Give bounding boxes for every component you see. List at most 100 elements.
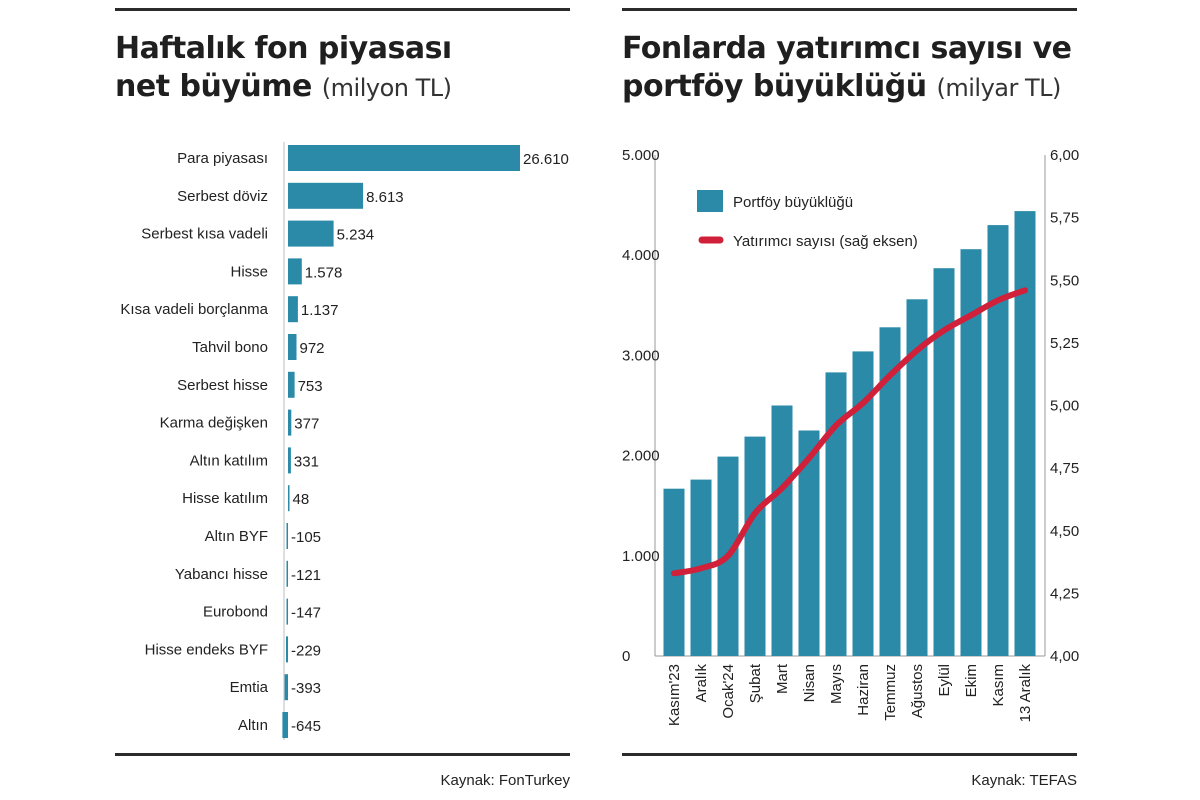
right-title-unit: (milyar TL) bbox=[936, 74, 1062, 102]
left-value-label: 331 bbox=[294, 453, 319, 470]
right-title-line1: Fonlarda yatırımcı sayısı ve bbox=[622, 31, 1072, 66]
left-top-rule bbox=[115, 8, 570, 11]
right-right-tick-label: 5,50 bbox=[1050, 272, 1079, 289]
right-right-tick-label: 4,50 bbox=[1050, 523, 1079, 540]
left-title-line2: net büyüme bbox=[115, 69, 312, 104]
left-value-label: -147 bbox=[291, 605, 321, 622]
left-value-label: 48 bbox=[293, 491, 310, 508]
left-category-label: Eurobond bbox=[203, 604, 268, 621]
left-category-label: Altın BYF bbox=[205, 528, 268, 545]
right-x-tick-label: Temmuz bbox=[882, 664, 899, 721]
right-bar bbox=[744, 436, 766, 656]
right-x-tick-label: Aralık bbox=[693, 664, 710, 703]
left-bottom-rule bbox=[115, 753, 570, 756]
right-left-tick-label: 3.000 bbox=[622, 347, 660, 364]
left-title-unit: (milyon TL) bbox=[321, 74, 452, 102]
left-value-label: -229 bbox=[291, 642, 321, 659]
right-right-tick-label: 5,00 bbox=[1050, 398, 1079, 415]
left-bar bbox=[286, 560, 288, 587]
left-category-label: Altın bbox=[238, 717, 268, 734]
left-value-label: 753 bbox=[298, 378, 323, 395]
left-value-label: 1.137 bbox=[301, 302, 339, 319]
legend-bar-label: Portföy büyüklüğü bbox=[733, 194, 853, 211]
right-bar bbox=[879, 327, 901, 656]
right-x-tick-label: Mart bbox=[774, 663, 791, 694]
right-left-tick-label: 5.000 bbox=[622, 147, 660, 164]
right-x-tick-label: Haziran bbox=[855, 664, 872, 716]
left-bar bbox=[282, 712, 288, 738]
right-left-tick-label: 0 bbox=[622, 648, 630, 665]
right-right-tick-label: 6,00 bbox=[1050, 147, 1079, 164]
left-bar bbox=[288, 296, 298, 323]
right-bar bbox=[1014, 211, 1036, 656]
right-bar bbox=[987, 225, 1009, 656]
right-bottom-rule bbox=[622, 753, 1077, 756]
left-value-label: 1.578 bbox=[305, 264, 343, 281]
right-top-rule bbox=[622, 8, 1077, 11]
right-right-tick-label: 4,25 bbox=[1050, 585, 1079, 602]
left-category-label: Hisse katılım bbox=[182, 490, 268, 507]
left-bar bbox=[288, 371, 295, 398]
left-bar bbox=[288, 447, 291, 474]
left-value-label: 377 bbox=[294, 416, 319, 433]
left-category-label: Serbest hisse bbox=[177, 377, 268, 394]
right-x-tick-label: Eylül bbox=[936, 664, 953, 697]
left-bar bbox=[288, 182, 364, 209]
right-x-tick-label: Kasım'23 bbox=[666, 664, 683, 726]
left-bar bbox=[286, 598, 288, 625]
left-value-label: -393 bbox=[291, 680, 321, 697]
left-bar bbox=[288, 334, 297, 360]
right-x-tick-label: Kasım bbox=[990, 664, 1007, 707]
right-x-tick-label: Nisan bbox=[801, 664, 818, 702]
right-bar bbox=[906, 299, 928, 656]
right-investor-line bbox=[671, 287, 1028, 577]
left-category-label: Karma değişken bbox=[160, 415, 268, 432]
left-value-label: -121 bbox=[291, 567, 321, 584]
left-category-label: Yabancı hisse bbox=[175, 566, 268, 583]
right-x-tick-label: Şubat bbox=[747, 663, 764, 703]
right-right-tick-label: 4,00 bbox=[1050, 648, 1079, 665]
left-bar bbox=[288, 409, 292, 436]
left-category-label: Serbest kısa vadeli bbox=[141, 226, 268, 243]
left-category-label: Kısa vadeli borçlanma bbox=[120, 301, 268, 318]
left-bar bbox=[286, 636, 288, 663]
left-bar bbox=[284, 674, 288, 701]
right-right-tick-label: 5,75 bbox=[1050, 210, 1079, 227]
left-category-label: Para piyasası bbox=[177, 150, 268, 167]
right-bar bbox=[771, 405, 793, 656]
left-value-label: -645 bbox=[291, 718, 321, 735]
left-value-label: 5.234 bbox=[337, 227, 375, 244]
left-category-label: Altın katılım bbox=[190, 452, 268, 469]
left-chart-title: Haftalık fon piyasası net büyüme (milyon… bbox=[115, 30, 452, 107]
left-title-line1: Haftalık fon piyasası bbox=[115, 31, 452, 66]
right-right-tick-label: 5,25 bbox=[1050, 335, 1079, 352]
left-value-label: -105 bbox=[291, 529, 321, 546]
left-bar bbox=[288, 145, 520, 171]
right-right-tick-label: 4,75 bbox=[1050, 460, 1079, 477]
right-source: Kaynak: TEFAS bbox=[971, 772, 1077, 789]
right-x-tick-label: Ağustos bbox=[909, 664, 926, 718]
left-bar bbox=[288, 485, 290, 512]
right-x-tick-label: Mayıs bbox=[828, 664, 845, 704]
left-category-label: Emtia bbox=[230, 679, 269, 696]
left-value-label: 972 bbox=[300, 340, 325, 357]
right-bar bbox=[852, 351, 874, 656]
legend-line-label: Yatırımcı sayısı (sağ eksen) bbox=[733, 233, 918, 250]
right-left-tick-label: 2.000 bbox=[622, 448, 660, 465]
right-left-tick-label: 4.000 bbox=[622, 247, 660, 264]
left-source: Kaynak: FonTurkey bbox=[440, 772, 571, 789]
left-value-label: 26.610 bbox=[523, 151, 569, 168]
left-category-label: Hisse endeks BYF bbox=[145, 641, 268, 658]
right-bar bbox=[933, 268, 955, 656]
right-x-tick-label: Ocak'24 bbox=[720, 664, 737, 719]
left-category-label: Serbest döviz bbox=[177, 188, 268, 205]
right-left-tick-label: 1.000 bbox=[622, 548, 660, 565]
left-bar bbox=[288, 220, 334, 247]
right-chart-title: Fonlarda yatırımcı sayısı ve portföy büy… bbox=[622, 30, 1072, 107]
left-bar bbox=[286, 523, 288, 549]
right-x-tick-label: Ekim bbox=[963, 664, 980, 697]
left-bar bbox=[288, 258, 302, 285]
right-bar bbox=[960, 249, 982, 656]
legend-bar-swatch bbox=[697, 190, 723, 212]
